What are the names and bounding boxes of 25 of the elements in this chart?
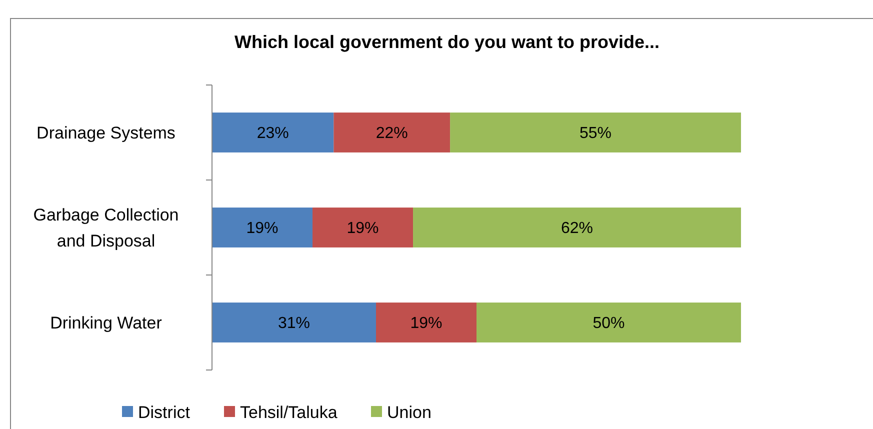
data-label: 62% <box>560 220 594 238</box>
bar <box>334 112 450 152</box>
bar <box>212 302 376 342</box>
y-tick-label: Drainage Systems <box>36 123 176 142</box>
bar <box>212 208 313 248</box>
legend-label: Union <box>387 402 432 422</box>
data-label: 31% <box>278 315 310 332</box>
data-label: 19% <box>246 220 278 238</box>
chart-title: Which local government do you want to provide... <box>234 32 660 52</box>
bar <box>376 302 476 342</box>
data-label: 19% <box>410 315 442 332</box>
data-label: 23% <box>256 125 289 142</box>
data-label: 22% <box>376 125 408 142</box>
y-tick-label: Drinking Water <box>50 313 162 332</box>
data-label: 55% <box>580 125 612 142</box>
legend-label: Tehsil/Taluka <box>240 402 338 422</box>
legend-label: District <box>138 402 190 422</box>
bar <box>450 112 741 152</box>
bar <box>413 208 741 248</box>
data-label: 19% <box>346 220 379 238</box>
bar <box>212 112 334 152</box>
bar <box>476 302 741 342</box>
data-label: 50% <box>592 315 625 332</box>
y-tick-label: Garbage Collection and Disposal <box>33 205 179 250</box>
bar <box>312 208 414 248</box>
